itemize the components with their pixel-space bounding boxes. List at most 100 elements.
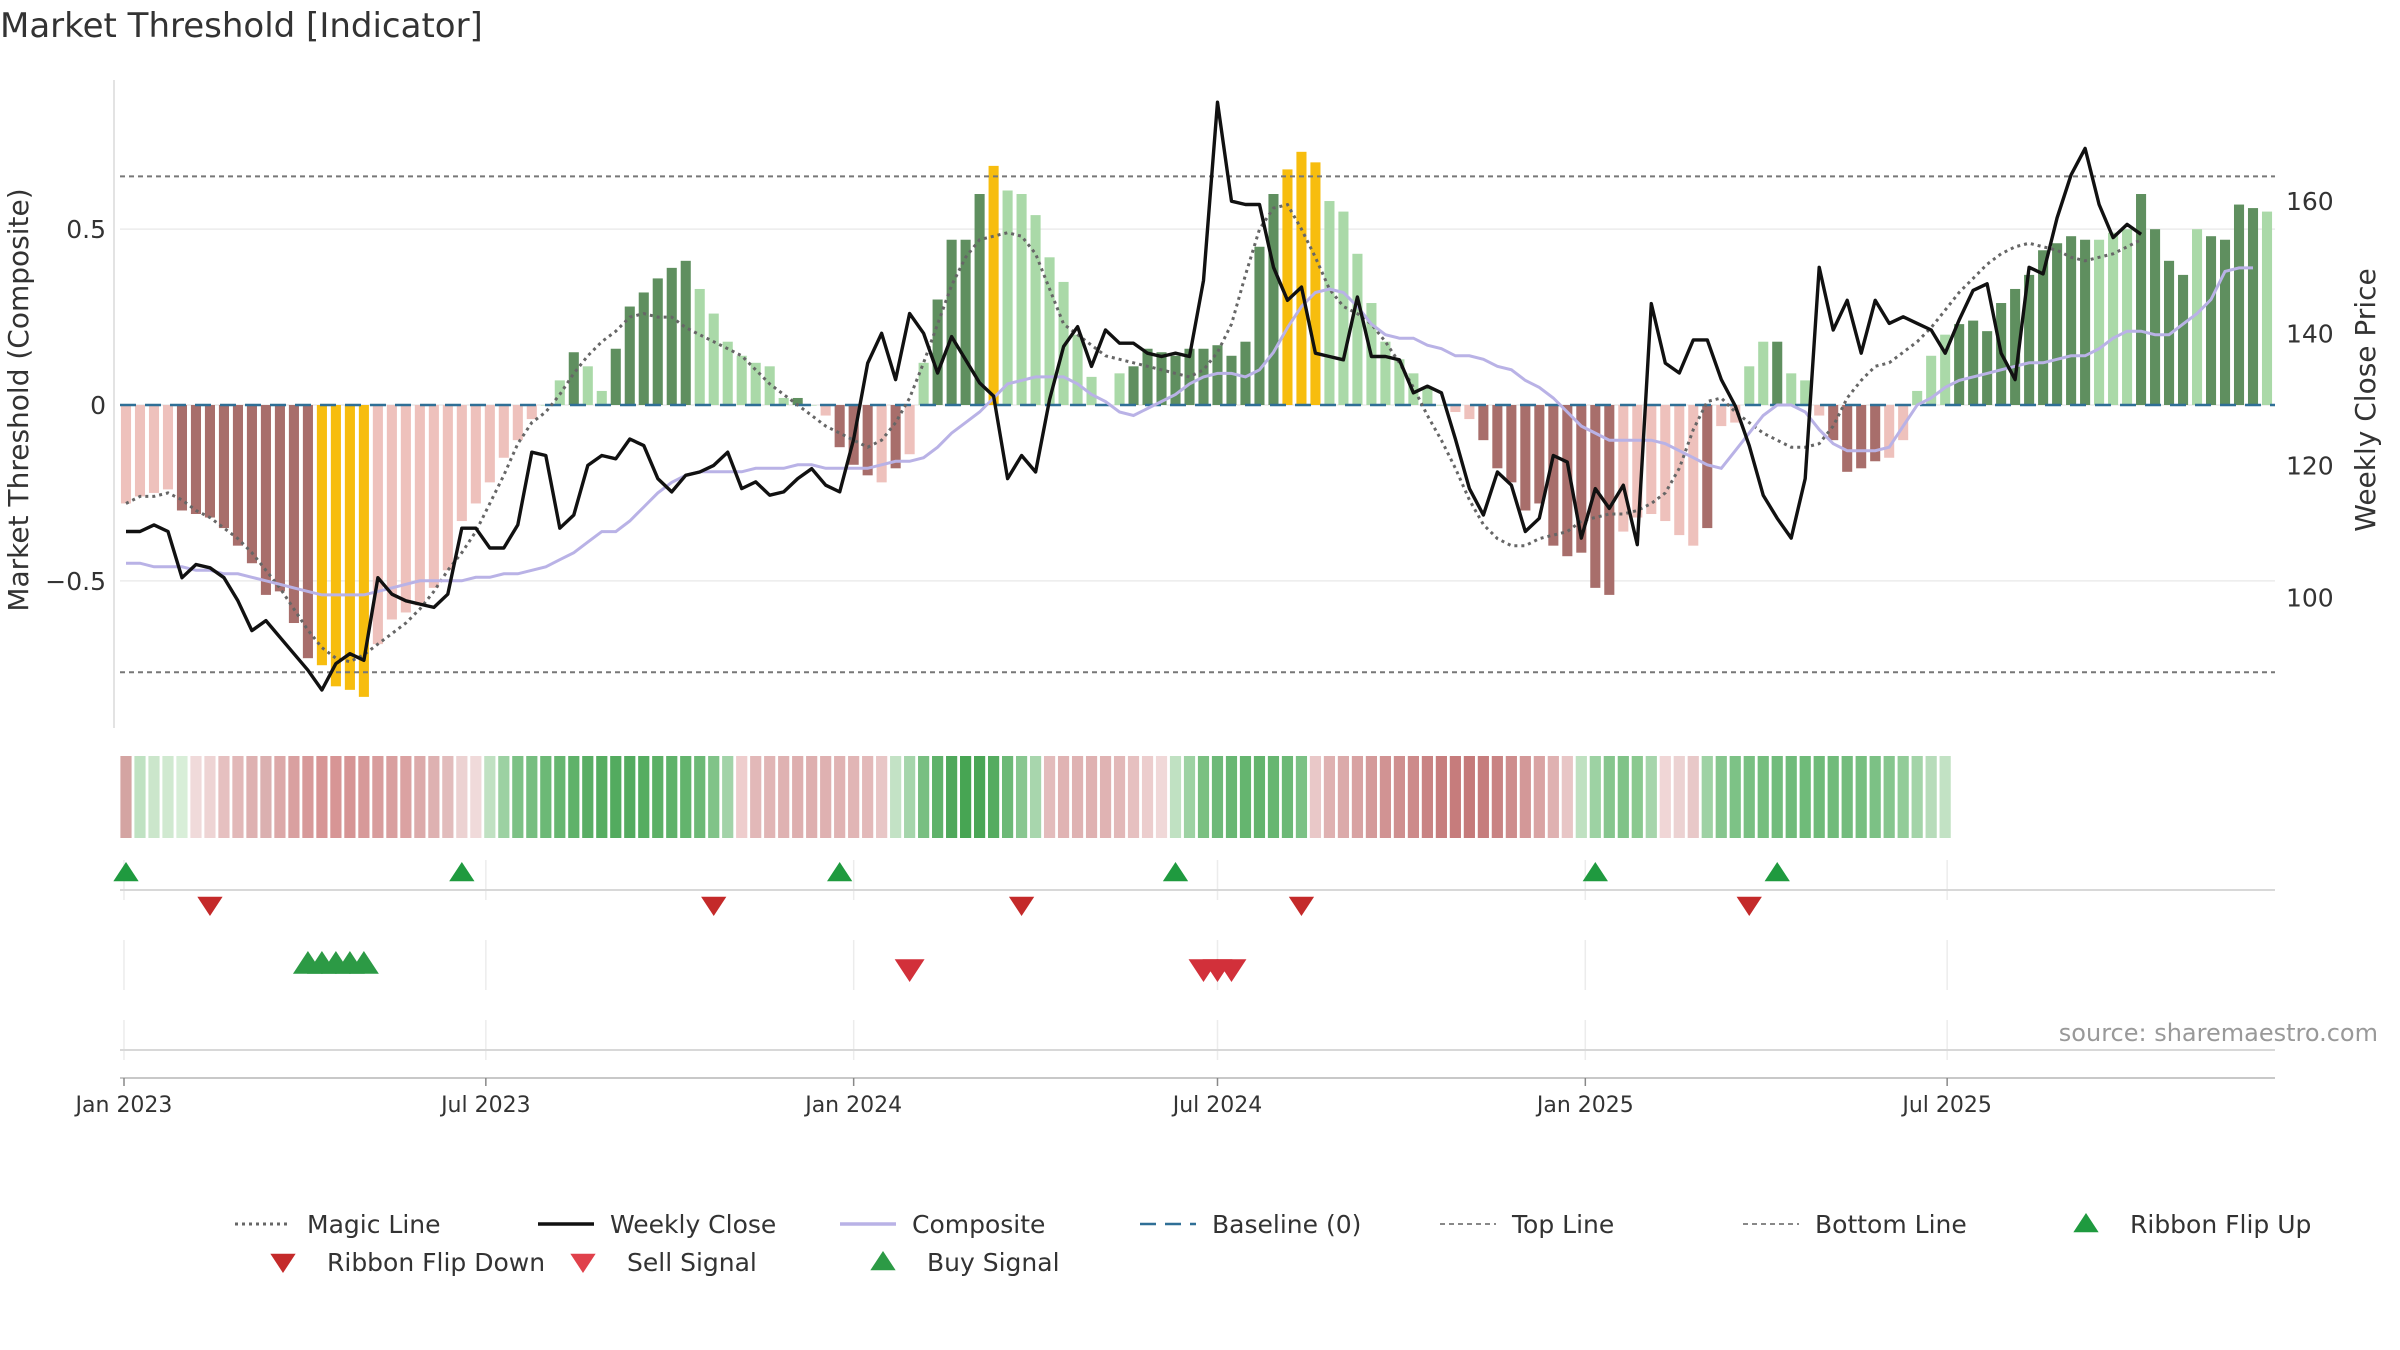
composite-bar	[232, 405, 243, 546]
bars-layer	[120, 151, 2273, 697]
chart-title: Market Threshold [Indicator]	[0, 6, 483, 46]
ribbon-cell	[1813, 756, 1825, 838]
composite-bar	[260, 405, 271, 595]
composite-bar	[946, 239, 957, 405]
legend-item: Buy Signal	[870, 1248, 1060, 1277]
ribbon-cell	[1645, 756, 1657, 838]
ribbon-cell	[1057, 756, 1070, 838]
ribbon-cell	[1141, 756, 1154, 838]
ribbon-cell	[358, 756, 370, 838]
ribbon-cell	[120, 756, 132, 838]
axes-layer: −0.5 0 0.5 100 120 140 160	[45, 80, 2334, 728]
composite-bar	[890, 405, 901, 469]
legend-label: Sell Signal	[627, 1248, 757, 1277]
composite-bar	[428, 405, 439, 588]
composite-bar	[1828, 405, 1839, 441]
y-tick-label: 0	[90, 391, 106, 420]
legend-label: Top Line	[1511, 1210, 1614, 1239]
ribbon-cell	[764, 756, 776, 838]
composite-bar	[400, 405, 411, 613]
ribbon-cell	[946, 756, 958, 838]
ribbon-cell	[162, 756, 174, 838]
ribbon-flip-up-marker	[827, 862, 853, 882]
ribbon-cell	[1281, 756, 1294, 838]
composite-bar	[1030, 215, 1041, 405]
ribbon-cell	[890, 756, 902, 838]
composite-bar	[1016, 194, 1027, 405]
composite-bar	[1590, 405, 1601, 588]
composite-bar	[204, 405, 215, 518]
ribbon-cell	[1253, 756, 1266, 838]
ribbon-cell	[974, 756, 986, 838]
ribbon-cell	[442, 756, 454, 838]
ribbon-cell	[1421, 756, 1433, 838]
ribbon-cell	[1911, 756, 1923, 838]
legend-item: Top Line	[1440, 1210, 1614, 1239]
composite-bar	[1800, 380, 1811, 405]
ribbon-cell	[806, 756, 818, 838]
ribbon-cell	[526, 756, 538, 838]
ribbon-cell	[792, 756, 804, 838]
ribbon-cell	[1827, 756, 1839, 838]
x-tick-label: Jul 2023	[439, 1093, 531, 1118]
ribbon-cell	[1897, 756, 1909, 838]
ribbon-cell	[1925, 756, 1937, 838]
ribbon-flip-up-marker	[449, 862, 475, 882]
x-axis: Jan 2023 Jul 2023 Jan 2024 Jul 2024 Jan 2025…	[74, 1078, 1992, 1118]
composite-bar	[1478, 405, 1489, 441]
ribbon-cell	[1869, 756, 1881, 838]
composite-bar	[694, 288, 705, 405]
ribbon-cell	[1743, 756, 1755, 838]
composite-bar	[274, 405, 285, 592]
magic-line	[125, 202, 2142, 664]
composite-bar	[358, 405, 369, 697]
ribbon-cell	[918, 756, 930, 838]
x-tick-label: Jan 2023	[74, 1093, 173, 1118]
composite-bar	[862, 405, 873, 476]
composite-bar	[918, 362, 929, 405]
composite-bar	[820, 405, 831, 416]
composite-bar	[190, 405, 202, 515]
ribbon-cell	[470, 756, 482, 838]
composite-bar	[1422, 387, 1433, 405]
ribbon-cell	[1407, 756, 1419, 838]
legend-item: Sell Signal	[570, 1248, 757, 1277]
x-tick-label: Jan 2025	[1535, 1093, 1634, 1118]
ribbon-cell	[540, 756, 552, 838]
legend-item: Baseline (0)	[1140, 1210, 1361, 1239]
composite-bar	[2247, 208, 2259, 405]
composite-bar	[1520, 405, 1531, 511]
ribbon-cell	[260, 756, 272, 838]
composite-bar	[1310, 162, 1321, 405]
composite-bar	[1562, 405, 1573, 557]
ribbon-cell	[1477, 756, 1489, 838]
ribbon-cell	[218, 756, 230, 838]
x-tick-label: Jul 2025	[1900, 1093, 1992, 1118]
ribbon-cell	[1785, 756, 1797, 838]
composite-bar	[778, 397, 789, 405]
y2-tick-label: 160	[2286, 187, 2334, 216]
ribbon-cell	[204, 756, 216, 838]
ribbon-cell	[1561, 756, 1573, 838]
ribbon-cell	[1939, 756, 1951, 838]
composite-bar	[1814, 405, 1825, 416]
legend-label: Baseline (0)	[1212, 1210, 1361, 1239]
ribbon-cell	[1519, 756, 1531, 838]
y2-tick-label: 140	[2286, 319, 2334, 348]
composite-bar	[2136, 194, 2147, 405]
composite-bar	[652, 278, 663, 405]
ribbon-cell	[736, 756, 748, 838]
legend-item: Weekly Close	[538, 1210, 776, 1239]
ribbon-cell	[498, 756, 510, 838]
composite-bar	[932, 299, 943, 405]
composite-bar	[1254, 246, 1265, 405]
ribbon-cell	[190, 756, 202, 838]
signal-layer	[113, 860, 2275, 1079]
composite-bar	[1240, 341, 1251, 405]
composite-bar	[1898, 405, 1909, 441]
legend-item: Bottom Line	[1743, 1210, 1967, 1239]
ribbon-cell	[1589, 756, 1601, 838]
ribbon-cell	[610, 756, 622, 838]
ribbon-cell	[372, 756, 384, 838]
